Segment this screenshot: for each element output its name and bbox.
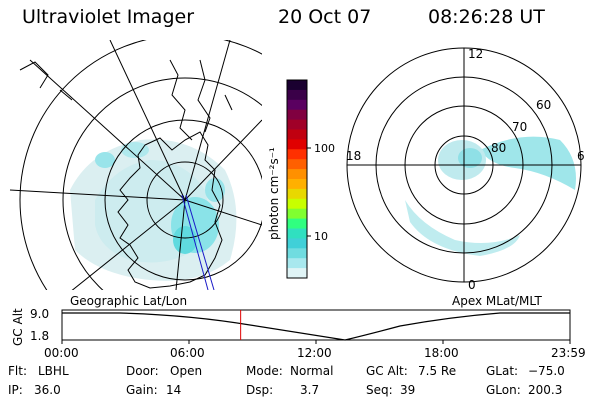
ip-value: 36.0	[34, 383, 61, 397]
dsp-value: 3.7	[300, 383, 320, 397]
colorbar-segment	[287, 89, 307, 101]
colorbar-segment	[287, 149, 307, 160]
colorbar-segment	[287, 80, 307, 91]
gc-alt-value: 7.5 Re	[418, 364, 457, 378]
observation-date: 20 Oct 07	[278, 6, 372, 28]
colorbar-tick-100: 100	[314, 142, 335, 155]
gain-value: 14	[166, 383, 182, 397]
seq-label: Seq:	[366, 383, 393, 397]
altitude-xtick-1800: 18:00	[424, 346, 459, 360]
colorbar-segment	[287, 248, 307, 259]
mlat-label-60: 60	[536, 98, 551, 112]
altitude-curve	[62, 312, 570, 341]
left-aurora-emission	[70, 139, 237, 281]
geographic-map	[9, 40, 262, 290]
observation-time: 08:26:28 UT	[428, 6, 545, 28]
mlt-axes	[347, 48, 581, 282]
door-value: Open	[170, 364, 203, 378]
altitude-xtick-1200: 12:00	[297, 346, 332, 360]
gain-label: Gain:	[126, 383, 158, 397]
mlt-label-0: 0	[468, 278, 476, 292]
colorbar-segment	[287, 258, 307, 269]
colorbar-segment	[287, 238, 307, 249]
colorbar-segment	[287, 228, 307, 239]
glon-label: GLon:	[486, 383, 521, 397]
mlat-label-80: 80	[491, 141, 506, 155]
altitude-x-ticks	[61, 340, 571, 344]
colorbar-segment	[287, 208, 307, 220]
right-aurora-emission	[405, 136, 576, 256]
coastline-peninsula	[169, 59, 211, 141]
dsp-label: Dsp:	[246, 383, 274, 397]
colorbar-segment	[287, 188, 307, 200]
colorbar-segment	[287, 218, 307, 229]
colorbar-tick-10: 10	[314, 230, 328, 243]
colorbar-ticks	[307, 147, 311, 237]
altitude-ytick-high: 9.0	[30, 307, 49, 321]
colorbar-segment	[287, 179, 307, 190]
color-scale-bar	[286, 79, 308, 279]
colorbar-segment	[287, 119, 307, 130]
colorbar-segment	[287, 268, 307, 279]
ip-label: IP:	[8, 383, 23, 397]
colorbar-frame	[286, 79, 308, 279]
mlt-label-18: 18	[346, 149, 361, 163]
glat-label: GLat:	[486, 364, 519, 378]
mlat-label-70: 70	[512, 120, 527, 134]
instrument-title: Ultraviolet Imager	[22, 6, 195, 28]
filter-value: LBHL	[38, 364, 69, 378]
door-label: Door:	[126, 364, 159, 378]
mode-label: Mode:	[246, 364, 283, 378]
altitude-xtick-2359: 23:59	[551, 346, 586, 360]
coastline-fragment	[19, 61, 233, 111]
glat-value: −75.0	[528, 364, 565, 378]
colorbar-segment	[287, 99, 307, 111]
seq-value: 39	[400, 383, 416, 397]
coastline	[117, 131, 223, 289]
latitude-circles	[19, 40, 262, 290]
mlt-label-12: 12	[468, 47, 483, 61]
altitude-ytick-low: 1.8	[30, 329, 49, 343]
filter-label: Flt:	[8, 364, 27, 378]
mode-value: Normal	[290, 364, 334, 378]
geographic-map-label: Geographic Lat/Lon	[70, 294, 188, 308]
altitude-xtick-0000: 00:00	[44, 346, 79, 360]
altitude-xtick-0600: 06:00	[170, 346, 205, 360]
colorbar-unit-label: photon cm⁻²s⁻¹	[267, 147, 281, 240]
longitude-lines	[9, 40, 262, 290]
colorbar-segment	[287, 109, 307, 121]
magnetic-map: 12 18 6 0 60 70 80	[346, 47, 585, 292]
colorbar-segment	[287, 198, 307, 210]
colorbar-segment	[287, 129, 307, 140]
mlt-label-6: 6	[577, 149, 585, 163]
colorbar-segment	[287, 159, 307, 170]
altitude-plot	[61, 309, 571, 344]
colorbar-segment	[287, 169, 307, 180]
orbit-track	[181, 194, 215, 290]
gc-alt-label: GC Alt:	[366, 364, 408, 378]
altitude-ylabel: GC Alt	[11, 308, 25, 346]
glon-value: 200.3	[528, 383, 563, 397]
magnetic-map-label: Apex MLat/MLT	[452, 294, 542, 308]
colorbar-segment	[287, 139, 307, 150]
